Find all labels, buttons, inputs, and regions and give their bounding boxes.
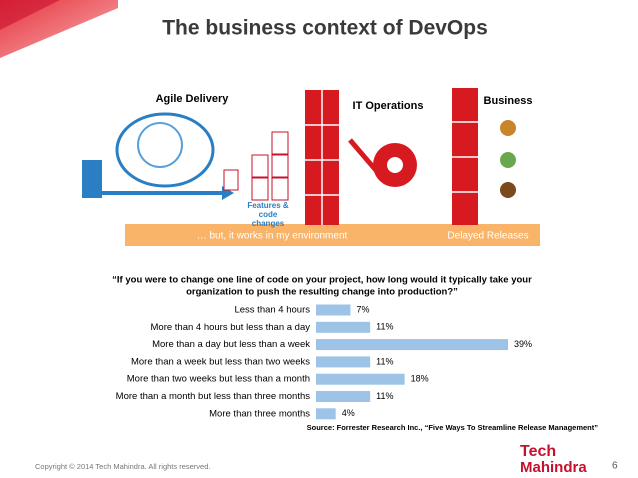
bar [316, 356, 371, 368]
category-label: More than a week but less than two weeks [131, 356, 310, 367]
agile-label: Agile Delivery [156, 93, 230, 105]
cycle [115, 112, 215, 188]
features-label: changes [252, 219, 285, 228]
category-label: More than a month but less than three mo… [116, 391, 311, 402]
doc-icon [251, 154, 269, 178]
value-label: 4% [342, 408, 355, 418]
chart-title: “If you were to change one line of code … [112, 275, 532, 286]
value-label: 39% [514, 339, 532, 349]
business-label: Business [484, 95, 533, 107]
bar [316, 339, 508, 351]
bar [316, 391, 371, 402]
corner-decoration [0, 0, 60, 30]
category-label: More than three months [209, 408, 310, 419]
copyright: Copyright © 2014 Tech Mahindra. All righ… [35, 462, 210, 471]
logo: Mahindra [520, 459, 587, 476]
wall-lines [305, 90, 478, 225]
category-label: Less than 4 hours [234, 305, 310, 316]
doc-icon [251, 177, 269, 201]
band-text: Delayed Releases [447, 231, 528, 242]
doc-icon [271, 154, 289, 178]
person [500, 152, 516, 168]
doc-icon [271, 177, 289, 201]
bar [316, 321, 371, 333]
category-label: More than 4 hours but less than a day [151, 322, 311, 333]
source: Source: Forrester Research Inc., “Five W… [307, 423, 599, 432]
gear-hole [387, 157, 403, 173]
band-text: … but, it works in my environment [197, 231, 348, 242]
slide-title: The business context of DevOps [162, 17, 488, 40]
category-label: More than a day but less than a week [152, 339, 310, 350]
cycle [137, 122, 183, 168]
page-number: 6 [612, 461, 618, 472]
value-label: 11% [376, 356, 393, 366]
logo: Tech [520, 443, 556, 460]
features-label: code [259, 210, 278, 219]
cube [82, 160, 102, 198]
bar [316, 304, 351, 316]
features-label: Features & [247, 201, 289, 210]
value-label: 18% [411, 374, 429, 384]
itops-label: IT Operations [353, 100, 424, 112]
value-label: 11% [376, 391, 393, 401]
diagram: … but, it works in my environment Delaye… [82, 88, 540, 246]
value-label: 7% [356, 304, 369, 314]
bar [316, 373, 405, 385]
orange-band [125, 224, 540, 246]
bar [316, 408, 336, 420]
bar-chart: Less than 4 hours 7% More than 4 hours but… [116, 304, 532, 419]
doc-icon [223, 169, 239, 191]
category-label: More than two weeks but less than a mont… [127, 374, 310, 385]
wrench [348, 138, 382, 177]
person [500, 182, 516, 198]
person [500, 120, 516, 136]
value-label: 11% [376, 322, 393, 332]
doc-icon [271, 131, 289, 155]
chart-title: organization to push the resulting chang… [186, 287, 458, 298]
